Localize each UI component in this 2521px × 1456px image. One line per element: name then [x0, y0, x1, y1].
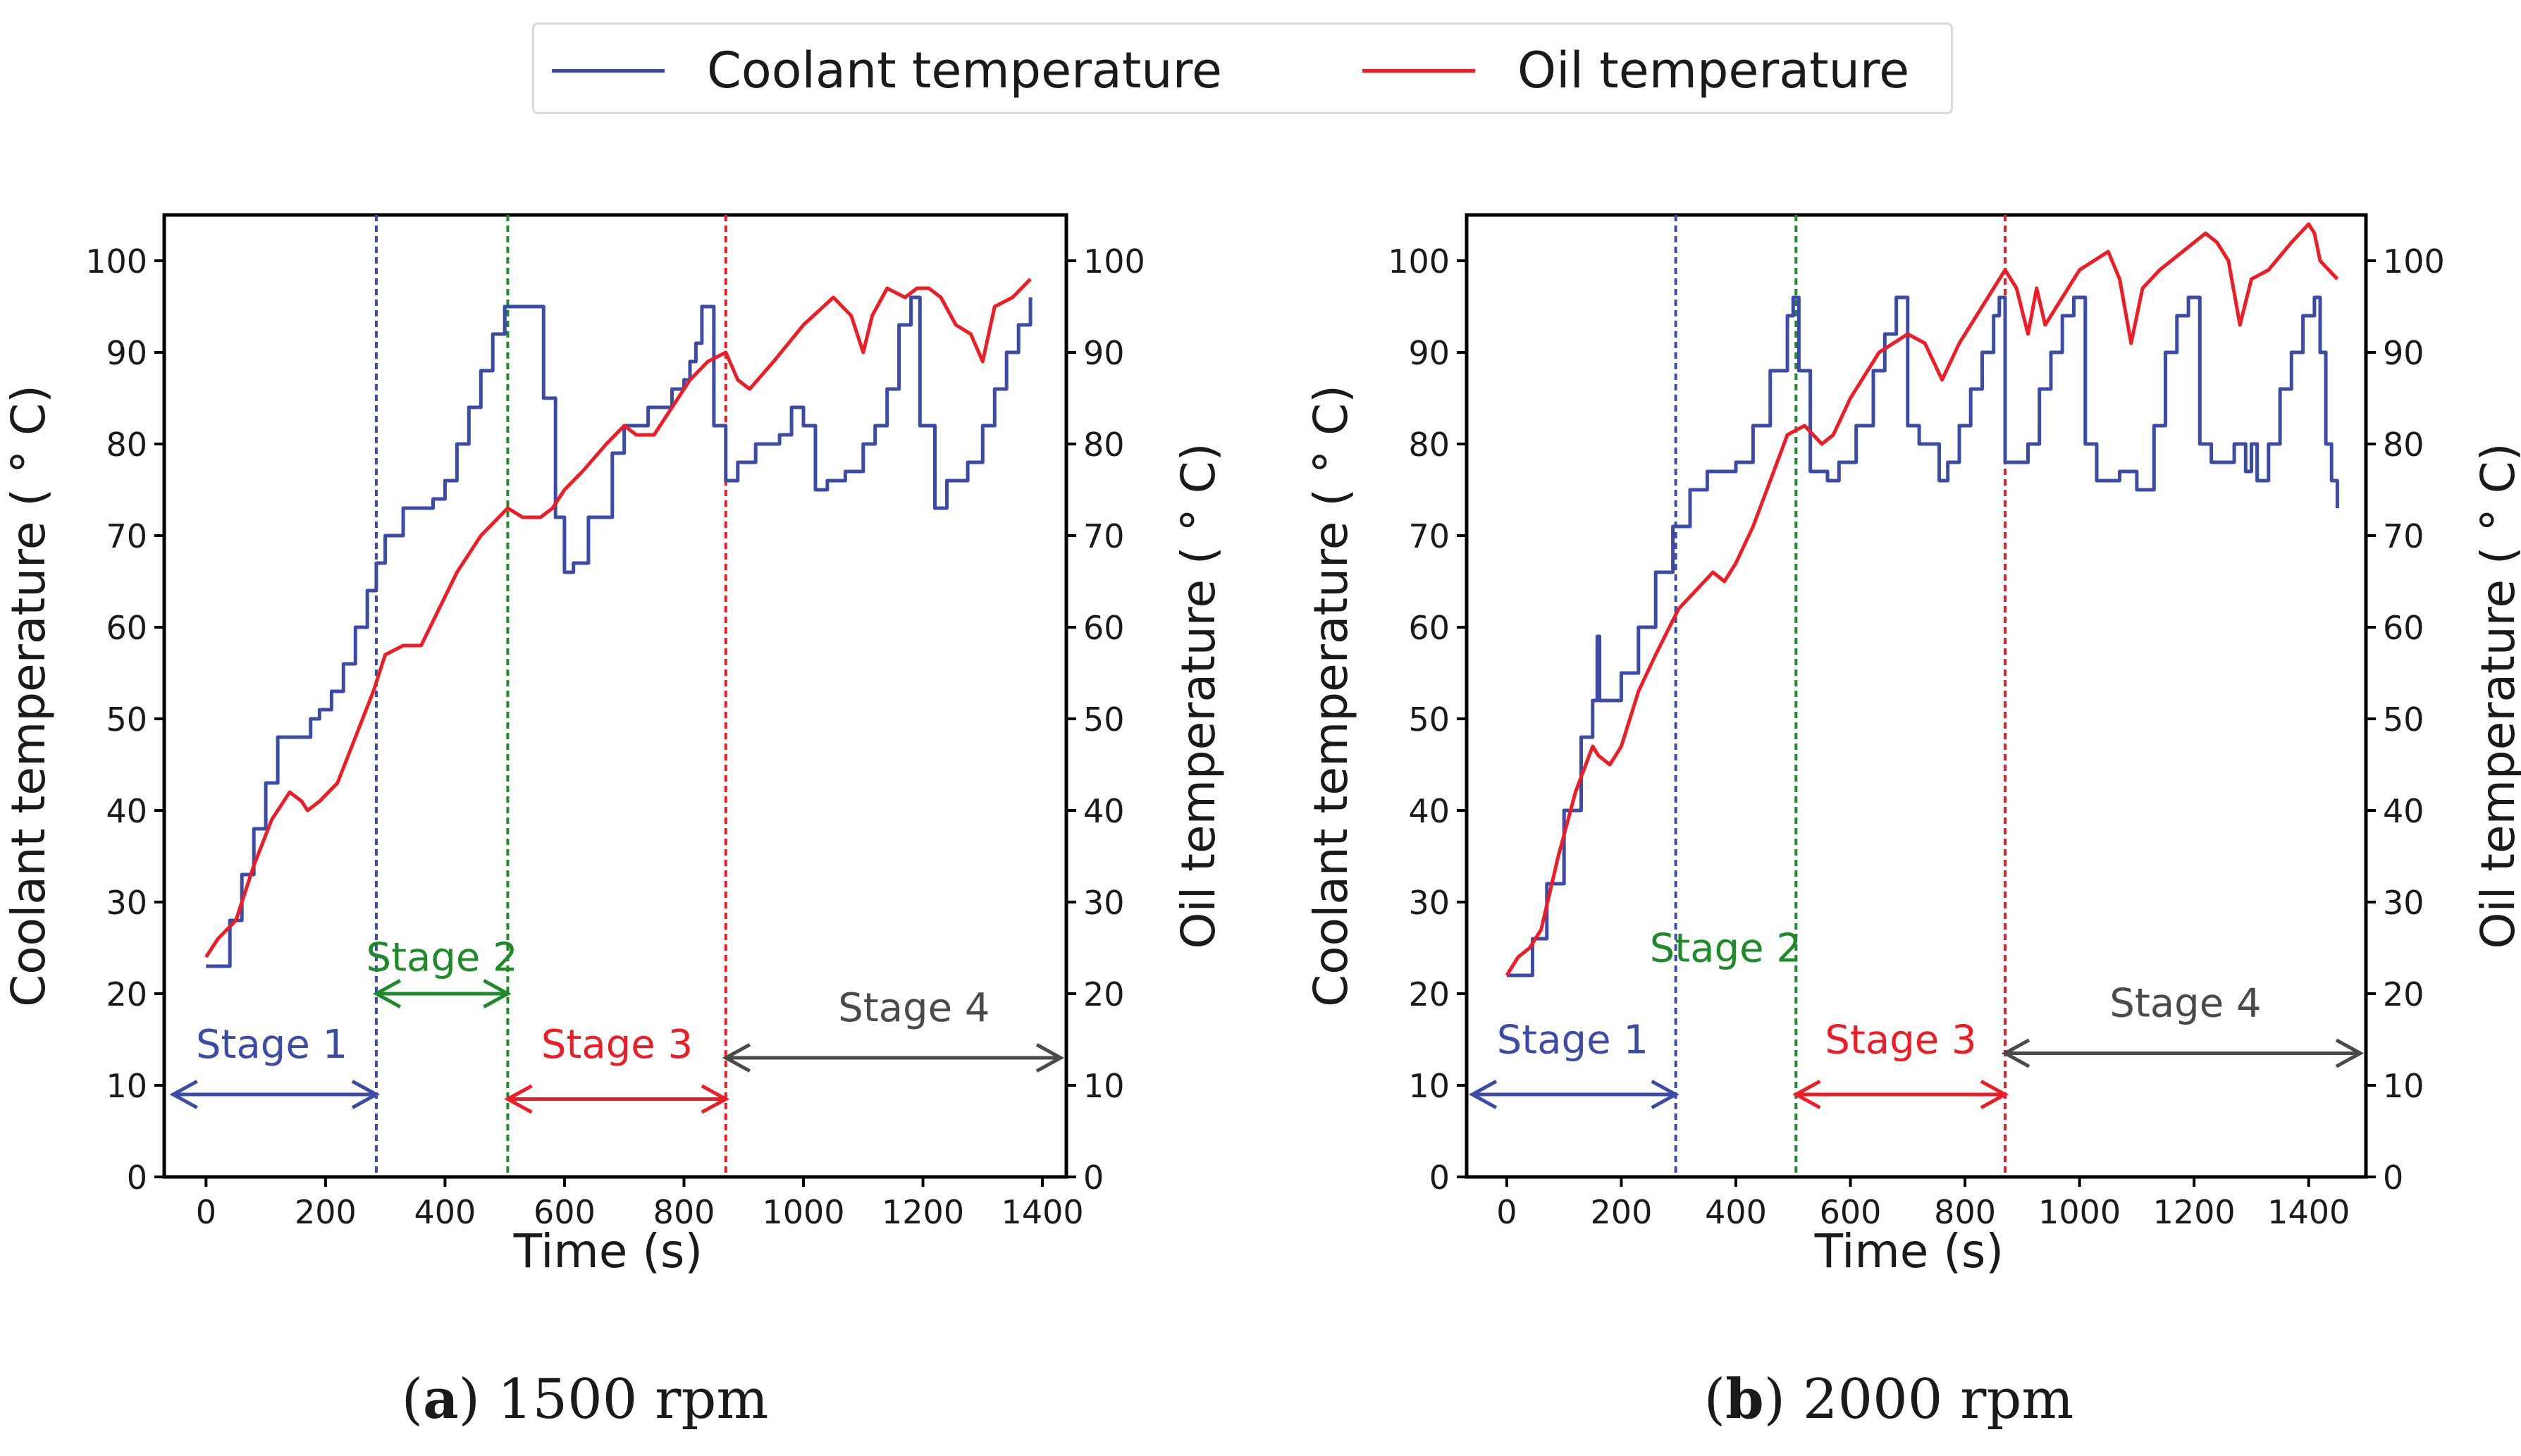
legend: Coolant temperature Oil temperature	[532, 23, 1953, 114]
y-right-tick-label: 20	[1083, 975, 1125, 1013]
y-left-tick-label: 20	[106, 975, 147, 1013]
y-right-tick-label: 80	[1083, 426, 1125, 464]
caption-a: (a) 1500 rpm	[401, 1367, 769, 1431]
y-left-tick-label: 70	[106, 517, 147, 555]
legend-item-coolant: Coolant temperature	[552, 25, 1222, 116]
legend-label-oil: Oil temperature	[1517, 42, 1910, 99]
legend-label-coolant: Coolant temperature	[707, 42, 1222, 99]
x-tick-label: 600	[534, 1193, 596, 1231]
legend-item-oil: Oil temperature	[1362, 25, 1909, 116]
y-left-tick-label: 40	[106, 792, 147, 830]
y-left-tick-label: 10	[106, 1067, 147, 1105]
y-right-tick-label: 40	[1083, 792, 1125, 830]
stage-3-arrow-head-left	[504, 1084, 533, 1114]
y-right-tick-label: 70	[1083, 517, 1125, 555]
stage-2-label: Stage 2	[366, 935, 518, 981]
stage-1-label: Stage 1	[196, 1022, 347, 1068]
y-right-tick-label: 100	[1083, 242, 1145, 280]
y-left-tick-label: 100	[85, 242, 147, 280]
y-right-tick-label: 50	[1083, 701, 1125, 739]
x-tick-label: 1200	[882, 1193, 964, 1231]
x-tick-label: 800	[653, 1193, 715, 1231]
legend-swatch-oil	[1362, 68, 1475, 73]
y-right-tick-label: 10	[1083, 1067, 1125, 1105]
y-left-tick-label: 0	[127, 1159, 147, 1197]
x-tick-label: 0	[196, 1193, 216, 1231]
stage-4-label: Stage 4	[838, 985, 990, 1031]
x-axis-label: Time (s)	[513, 1224, 703, 1278]
y-left-tick-label: 30	[106, 884, 147, 922]
plot-frame	[162, 213, 1068, 1179]
legend-swatch-coolant	[552, 68, 665, 73]
stage-3-arrow-head-right	[701, 1084, 730, 1114]
caption-b-letter: b	[1725, 1367, 1764, 1431]
caption-a-letter: a	[423, 1367, 459, 1431]
x-tick-label: 1400	[1001, 1193, 1084, 1231]
y-right-tick-label: 30	[1083, 884, 1125, 922]
y-left-axis-label: Coolant temperature ( ° C)	[1, 385, 56, 1007]
y-right-tick-label: 90	[1083, 334, 1125, 372]
caption-b: (b) 2000 rpm	[1703, 1367, 2074, 1431]
stage-2-arrow-head-right	[483, 979, 512, 1008]
stage-2-arrow-head-left	[372, 979, 402, 1008]
y-left-tick-label: 50	[106, 701, 147, 739]
caption-a-text: 1500 rpm	[497, 1368, 769, 1431]
y-right-tick-label: 0	[1083, 1159, 1104, 1197]
coolant-series-line	[206, 295, 1033, 968]
x-tick-label: 200	[295, 1193, 357, 1231]
oil-series-line	[204, 278, 1032, 958]
stage-1-arrow-head-left	[169, 1080, 198, 1109]
stage-4-arrow-head-right	[1035, 1043, 1065, 1073]
stage-4-arrow-head-left	[722, 1043, 751, 1073]
x-tick-label: 1000	[762, 1193, 844, 1231]
y-left-tick-label: 60	[106, 609, 147, 647]
stage-3-label: Stage 3	[541, 1022, 693, 1068]
stage-1-arrow-head-right	[351, 1080, 381, 1109]
caption-b-text: 2000 rpm	[1802, 1368, 2074, 1431]
y-right-tick-label: 60	[1083, 609, 1125, 647]
y-left-tick-label: 80	[106, 426, 147, 464]
y-left-tick-label: 90	[106, 334, 147, 372]
x-tick-label: 400	[414, 1193, 476, 1231]
y-right-axis-label: Oil temperature ( ° C)	[1171, 443, 1226, 949]
